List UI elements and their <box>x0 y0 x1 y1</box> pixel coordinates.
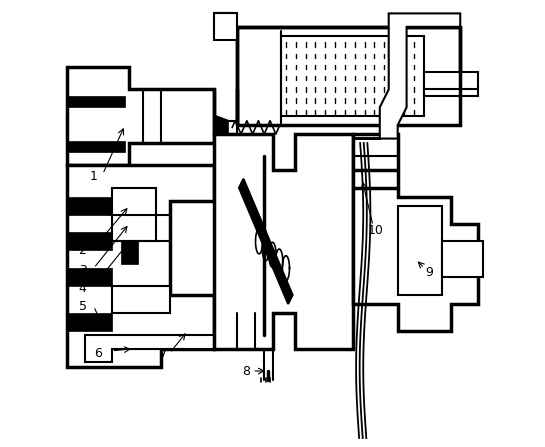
Bar <box>443 241 482 277</box>
Bar <box>67 268 112 286</box>
Polygon shape <box>353 13 460 139</box>
Text: 2: 2 <box>78 244 87 257</box>
Bar <box>67 118 147 136</box>
Text: 10: 10 <box>367 224 383 237</box>
Bar <box>112 286 169 313</box>
Text: 7: 7 <box>159 349 167 362</box>
Bar <box>425 72 478 96</box>
Text: 5: 5 <box>78 299 87 313</box>
Text: 6: 6 <box>94 346 102 360</box>
Polygon shape <box>67 165 214 367</box>
Bar <box>67 141 125 152</box>
Text: 9: 9 <box>425 266 433 279</box>
Text: 3: 3 <box>78 264 87 277</box>
Polygon shape <box>85 335 214 362</box>
Bar <box>237 27 460 125</box>
Bar <box>67 96 125 107</box>
Polygon shape <box>353 134 478 331</box>
Bar <box>67 313 112 331</box>
Polygon shape <box>214 134 353 349</box>
Polygon shape <box>239 179 293 304</box>
Text: 8: 8 <box>241 365 250 379</box>
Polygon shape <box>67 67 214 165</box>
Bar <box>112 188 156 241</box>
Bar <box>214 13 237 40</box>
Bar <box>398 206 443 295</box>
Bar <box>67 197 112 215</box>
Bar <box>120 241 138 264</box>
Bar <box>281 36 425 116</box>
Text: 4: 4 <box>78 282 87 295</box>
Bar <box>138 121 237 134</box>
Bar <box>67 232 112 250</box>
Polygon shape <box>192 114 228 134</box>
Bar <box>67 116 85 139</box>
Text: 1: 1 <box>90 170 98 183</box>
